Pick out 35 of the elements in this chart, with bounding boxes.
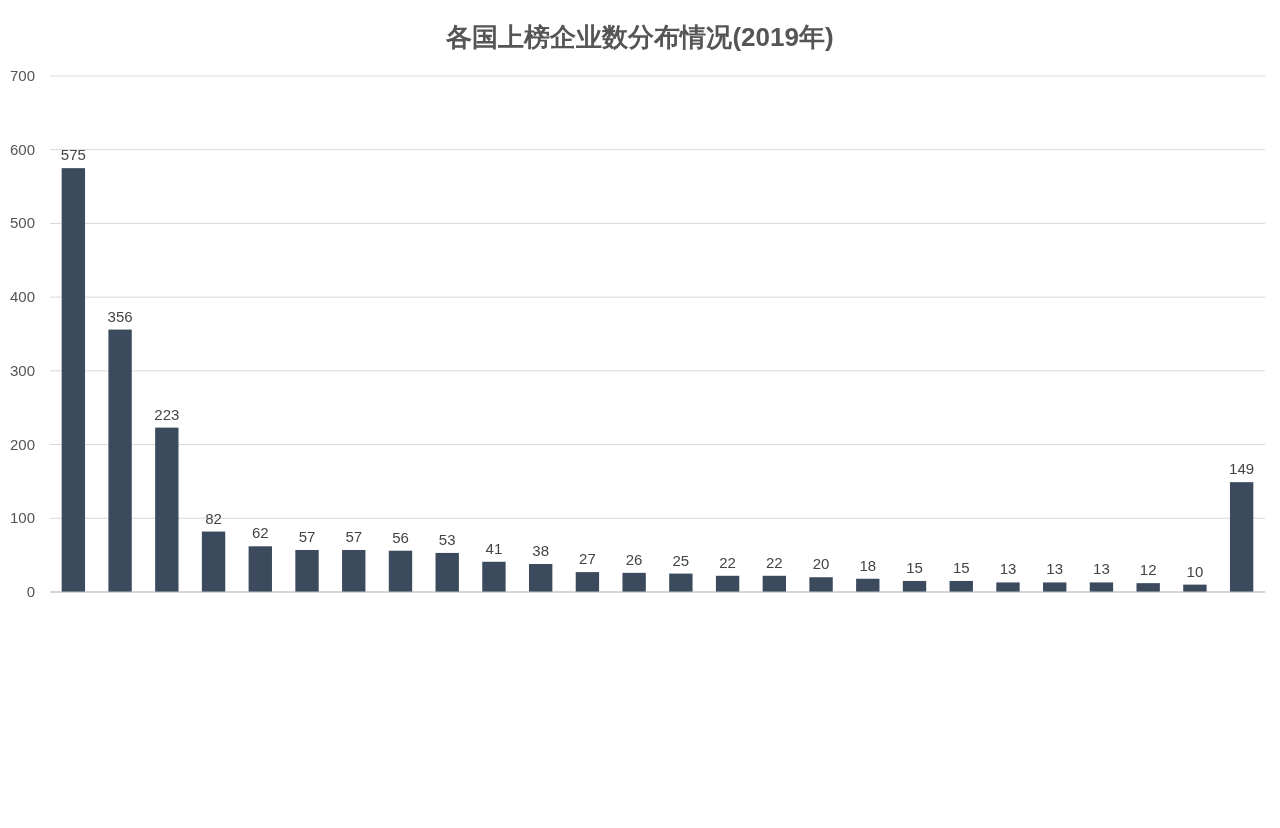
y-tick-label: 0 [26, 583, 35, 600]
data-label: 41 [485, 539, 503, 557]
data-label: 20 [812, 555, 830, 573]
data-label: 15 [906, 558, 923, 576]
data-label: 15 [952, 558, 970, 576]
y-tick-label: 600 [9, 140, 35, 158]
data-label: 25 [672, 551, 690, 569]
y-tick-label: 400 [9, 288, 35, 306]
y-tick-label: 300 [9, 361, 35, 379]
data-label: 82 [205, 509, 222, 527]
data-label: 27 [579, 550, 596, 568]
y-tick-label: 100 [9, 509, 35, 527]
data-label: 57 [298, 527, 316, 545]
data-label: 38 [532, 541, 550, 559]
title: 各国上榜企业数分布情况(2019年) [446, 22, 834, 52]
data-label: 356 [107, 307, 133, 325]
data-label: 13 [1046, 560, 1064, 578]
y-tick-label: 700 [9, 67, 35, 84]
data-label: 18 [859, 556, 877, 574]
data-label: 22 [765, 553, 783, 571]
data-label: 53 [438, 530, 456, 548]
data-label: 13 [1093, 560, 1110, 578]
data-label: 26 [625, 550, 643, 568]
data-label: 10 [1186, 562, 1204, 580]
data-label: 13 [999, 560, 1017, 578]
data-label: 56 [392, 528, 409, 546]
data-label: 57 [345, 527, 363, 545]
data-label: 22 [719, 553, 736, 571]
data-label: 12 [1139, 561, 1157, 579]
y-tick-label: 500 [9, 214, 35, 232]
y-tick-label: 200 [9, 435, 35, 453]
data-label: 149 [1229, 460, 1255, 478]
data-label: 62 [251, 524, 269, 542]
data-label: 223 [154, 405, 180, 423]
data-label: 575 [60, 146, 86, 164]
